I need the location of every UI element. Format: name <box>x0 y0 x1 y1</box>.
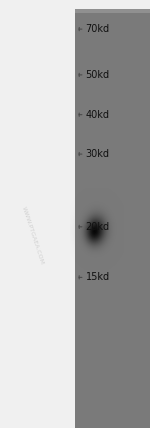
Text: 30kd: 30kd <box>85 149 109 159</box>
Text: 40kd: 40kd <box>85 110 109 120</box>
Text: WWW.PTGAEA.COM: WWW.PTGAEA.COM <box>21 205 45 265</box>
Bar <box>75 9 150 428</box>
Text: 20kd: 20kd <box>85 222 110 232</box>
Text: 15kd: 15kd <box>85 272 110 282</box>
Bar <box>75 9 150 13</box>
Text: 70kd: 70kd <box>85 24 110 34</box>
Text: 50kd: 50kd <box>85 70 110 80</box>
